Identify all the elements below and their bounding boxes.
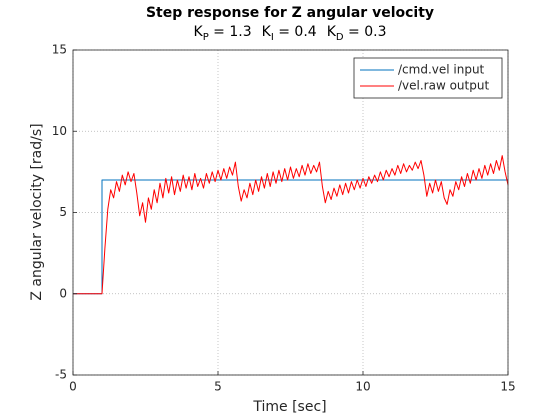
gain-symbol: K <box>327 24 337 40</box>
y-tick-label: 0 <box>59 286 67 300</box>
y-tick-label: 15 <box>52 43 67 57</box>
gain-subscript: D <box>336 32 344 43</box>
gain-symbol: K <box>194 24 204 40</box>
legend: /cmd.vel input/vel.raw output <box>353 57 503 99</box>
chart-subtitle: KP = 1.3 KI = 0.4 KD = 0.3 <box>194 24 387 43</box>
legend-label: /cmd.vel input <box>398 63 485 77</box>
chart-title: Step response for Z angular velocity <box>146 5 434 21</box>
gain-value: = 0.4 <box>274 24 317 40</box>
gain-value: = 0.3 <box>344 24 387 40</box>
x-axis-label: Time [sec] <box>252 399 326 415</box>
gain-symbol: K <box>262 24 272 40</box>
x-tick-label: 5 <box>214 380 222 394</box>
gain-value: = 1.3 <box>209 24 252 40</box>
y-tick-label: 5 <box>59 205 67 219</box>
lines <box>73 155 509 295</box>
y-tick-label: 10 <box>52 124 67 138</box>
gain-subscript: I <box>271 32 274 43</box>
gain-subscript: P <box>203 32 209 43</box>
x-tick-label: 15 <box>500 380 515 394</box>
x-tick-label: 0 <box>69 380 77 394</box>
y-tick-label: -5 <box>55 368 67 382</box>
legend-label: /vel.raw output <box>398 79 489 93</box>
x-tick-label: 10 <box>355 380 370 394</box>
legend-box <box>353 57 503 99</box>
y-axis-label: Z angular velocity [rad/s] <box>29 123 45 300</box>
series-line <box>73 155 509 295</box>
